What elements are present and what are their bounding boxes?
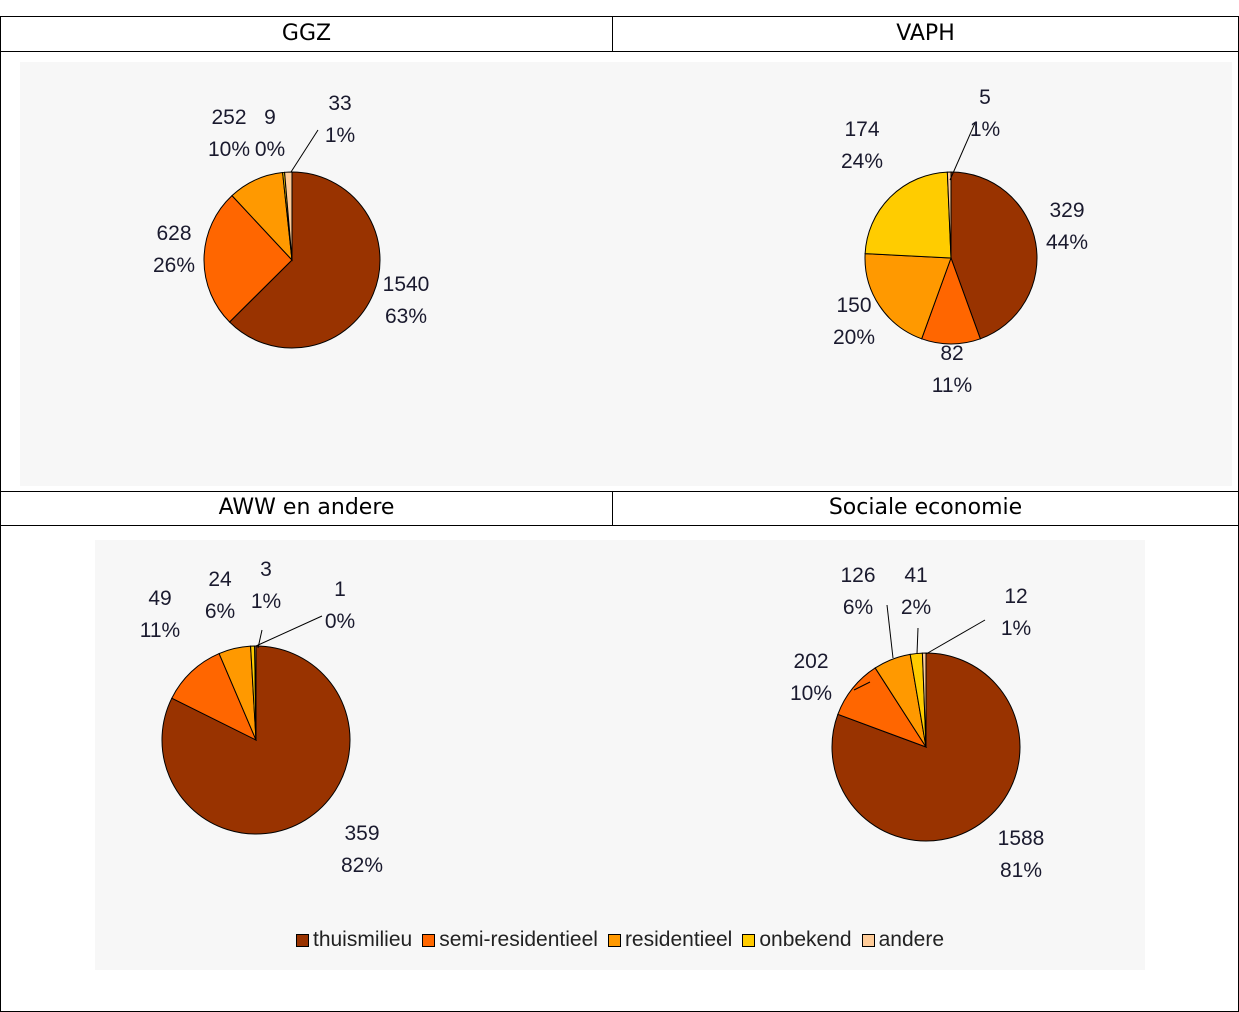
pie-ggz: 1540 63% 628 26% 252 10% 9 0% 33 1% xyxy=(153,92,430,349)
header-sociale-economie: Sociale economie xyxy=(828,495,1023,520)
pie-slice-onbekend xyxy=(864,171,952,259)
legend-item-onbekend: onbekend xyxy=(742,928,852,952)
chart-legend: thuismilieu semi-residentieel residentie… xyxy=(100,922,1140,958)
data-label-percent: 11% xyxy=(932,374,972,397)
data-label-percent: 10% xyxy=(790,682,832,705)
data-label-value: 5 xyxy=(979,86,991,109)
legend-item-semi-residentieel: semi-residentieel xyxy=(422,928,598,952)
leader-line-semi-residentieel xyxy=(853,681,871,691)
leader-line-residentieel xyxy=(886,604,894,659)
legend-label: onbekend xyxy=(759,928,852,951)
data-label-percent: 82% xyxy=(341,854,383,877)
data-label-percent: 6% xyxy=(205,600,235,623)
pie-slice-andere xyxy=(946,171,952,259)
pie-sociale-economie: 1588 81% 202 10% 126 6% 41 2% 12 1% xyxy=(790,564,1044,882)
data-label-value: 252 xyxy=(211,106,246,129)
pie-slice-andere xyxy=(921,652,927,748)
leader-line-andere xyxy=(290,129,319,173)
pie-slice-thuismilieu xyxy=(228,171,381,349)
data-label-percent: 10% xyxy=(208,138,250,161)
data-label-value: 150 xyxy=(836,294,871,317)
data-label-value: 628 xyxy=(156,222,191,245)
leader-line-andere xyxy=(949,122,976,181)
data-label-value: 126 xyxy=(840,564,875,587)
pie-aww-en-andere: 359 82% 49 11% 24 6% 3 1% 1 0% xyxy=(140,558,383,877)
leader-line-andere xyxy=(255,615,323,647)
legend-swatch xyxy=(861,933,875,947)
pie-slice-andere xyxy=(284,171,293,261)
pie-vaph: 329 44% 82 11% 150 20% 174 24% 5 1% xyxy=(833,86,1088,397)
data-label-percent: 2% xyxy=(901,596,931,619)
header-vaph: VAPH xyxy=(896,21,955,46)
leader-line-onbekend xyxy=(916,627,919,655)
pie-slice-semi-residentieel xyxy=(203,194,293,323)
leader-line-andere xyxy=(925,619,986,655)
data-label-value: 1588 xyxy=(998,827,1045,850)
header-ggz: GGZ xyxy=(281,21,332,46)
data-label-percent: 1% xyxy=(970,118,1000,141)
pie-slice-thuismilieu xyxy=(831,652,1021,842)
pie-slice-residentieel xyxy=(864,253,952,340)
data-label-value: 41 xyxy=(904,564,927,587)
pie-slice-semi-residentieel xyxy=(171,652,257,742)
data-label-percent: 20% xyxy=(833,326,875,349)
data-label-percent: 24% xyxy=(841,150,883,173)
data-label-value: 174 xyxy=(844,118,879,141)
legend-label: residentieel xyxy=(624,928,733,951)
data-label-value: 202 xyxy=(793,650,828,673)
legend-swatch xyxy=(742,933,756,947)
pie-slice-thuismilieu xyxy=(950,171,1038,340)
data-label-percent: 0% xyxy=(325,610,355,633)
legend-swatch xyxy=(422,933,436,947)
legend-swatch xyxy=(295,933,309,947)
data-label-percent: 6% xyxy=(843,596,873,619)
data-label-percent: 1% xyxy=(251,590,281,613)
legend-item-thuismilieu: thuismilieu xyxy=(295,928,413,952)
data-label-value: 82 xyxy=(940,342,963,365)
legend-item-andere: andere xyxy=(861,928,944,952)
data-label-value: 359 xyxy=(344,822,379,845)
data-label-percent: 11% xyxy=(140,619,180,642)
data-label-value: 9 xyxy=(264,106,276,129)
data-label-value: 3 xyxy=(260,558,272,581)
data-label-percent: 1% xyxy=(325,124,355,147)
data-label-percent: 81% xyxy=(1000,859,1042,882)
data-label-value: 1540 xyxy=(383,273,430,296)
table-top-border xyxy=(0,16,1239,20)
data-label-percent: 44% xyxy=(1046,231,1088,254)
data-label-value: 12 xyxy=(1004,585,1027,608)
data-label-value: 1 xyxy=(334,578,346,601)
header-aww: AWW en andere xyxy=(218,495,395,520)
legend-label: andere xyxy=(878,928,944,951)
legend-item-residentieel: residentieel xyxy=(607,928,733,952)
data-label-percent: 26% xyxy=(153,254,195,277)
data-label-value: 329 xyxy=(1049,199,1084,222)
data-label-value: 49 xyxy=(148,587,171,610)
pie-slice-andere xyxy=(254,645,257,741)
data-label-percent: 1% xyxy=(1001,617,1031,640)
data-label-percent: 63% xyxy=(385,305,427,328)
data-label-percent: 0% xyxy=(255,138,285,161)
data-label-value: 24 xyxy=(208,568,232,591)
legend-swatch xyxy=(607,933,621,947)
legend-label: semi-residentieel xyxy=(439,928,598,951)
data-label-value: 33 xyxy=(328,92,351,115)
legend-label: thuismilieu xyxy=(312,928,413,951)
